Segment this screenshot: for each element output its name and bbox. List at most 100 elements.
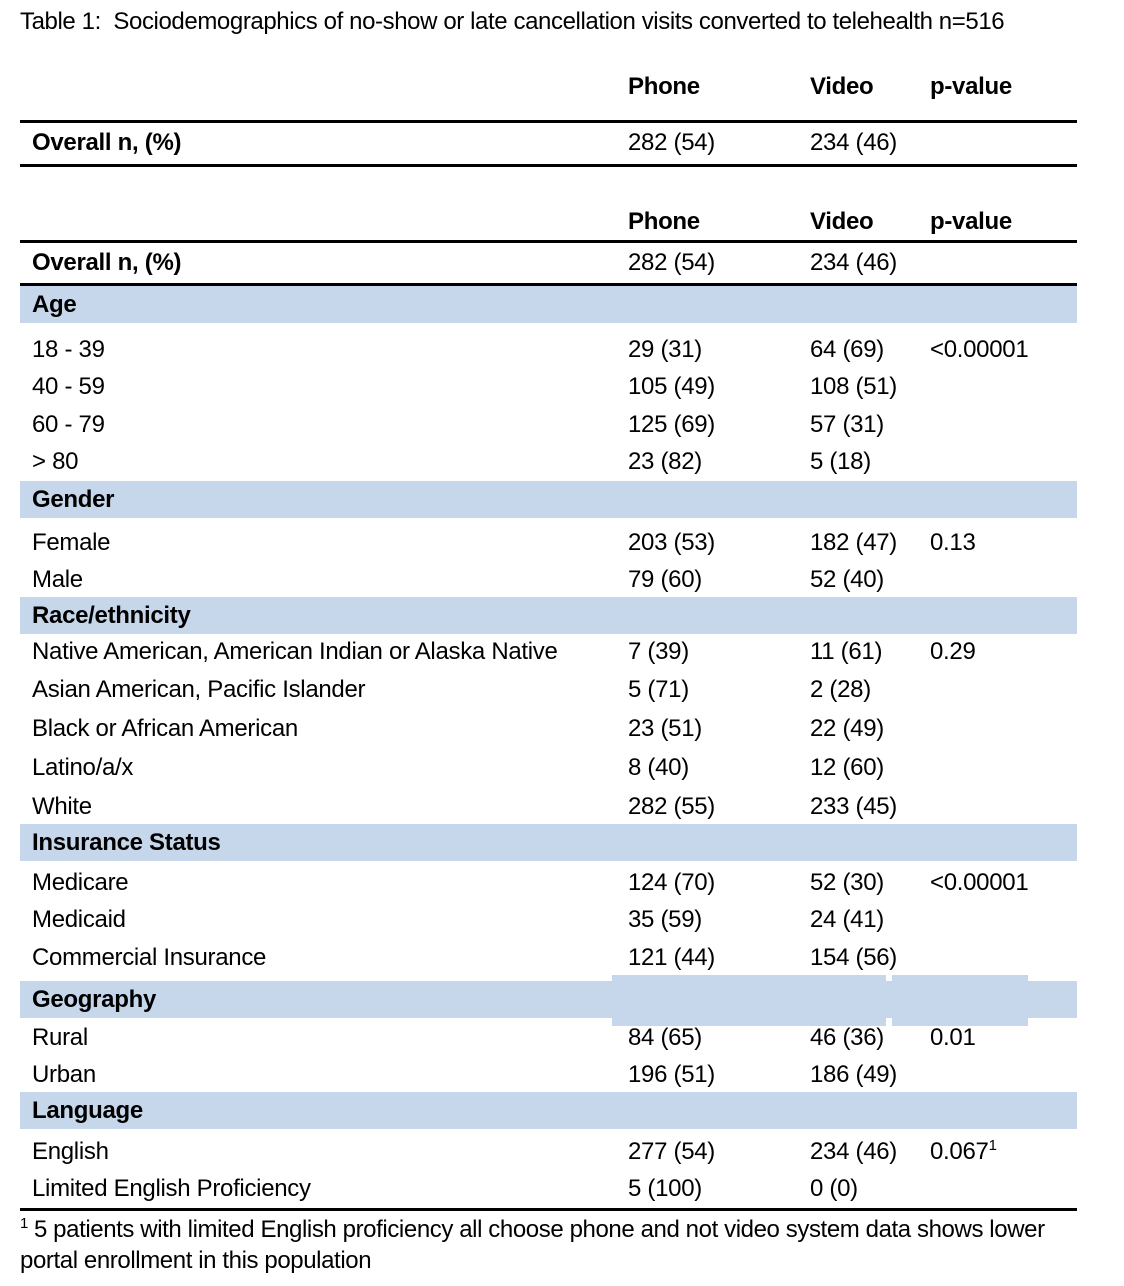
video-value: 2 (28) (810, 676, 871, 703)
col-header-pvalue: p-value (930, 208, 1012, 235)
phone-value: 203 (53) (628, 529, 715, 556)
row-label: 18 - 39 (32, 336, 105, 363)
row-label: Urban (32, 1061, 96, 1088)
video-value: 154 (56) (810, 944, 897, 971)
phone-value: 7 (39) (628, 638, 689, 665)
table-row: Female 203 (53) 182 (47) 0.13 (20, 524, 1077, 561)
row-label: 60 - 79 (32, 411, 105, 438)
phone-value: 105 (49) (628, 373, 715, 400)
section-band-age: Age (20, 286, 1077, 323)
table1-header-row: Phone Video p-value (20, 70, 1077, 104)
table-row: Medicaid 35 (59) 24 (41) (20, 901, 1077, 938)
video-value: 234 (46) (810, 1138, 897, 1165)
pvalue-value: 0.13 (930, 529, 976, 556)
section-header-label: Race/ethnicity (32, 602, 191, 629)
video-value: 11 (61) (810, 638, 883, 665)
video-value: 5 (18) (810, 448, 871, 475)
rule (20, 240, 1077, 243)
table-row: Rural 84 (65) 46 (36) 0.01 (20, 1019, 1077, 1056)
col-header-pvalue: p-value (930, 73, 1012, 100)
table-row: Latino/a/x 8 (40) 12 (60) (20, 749, 1077, 786)
page-title: Table 1: Sociodemographics of no-show or… (20, 8, 1005, 35)
table-row: 18 - 39 29 (31) 64 (69) <0.00001 (20, 331, 1077, 368)
table-row: > 80 23 (82) 5 (18) (20, 443, 1077, 480)
table-row: Commercial Insurance 121 (44) 154 (56) (20, 939, 1077, 976)
row-label: White (32, 793, 92, 820)
row-label: Asian American, Pacific Islander (32, 676, 366, 703)
row-label: Overall n, (%) (32, 249, 182, 276)
overall-row: Overall n, (%) 282 (54) 234 (46) (20, 243, 1077, 283)
phone-value: 282 (55) (628, 793, 715, 820)
rule (20, 120, 1077, 123)
col-header-phone: Phone (628, 73, 700, 100)
phone-value: 23 (82) (628, 448, 702, 475)
row-label: Commercial Insurance (32, 944, 267, 971)
footnote-marker: 1 (20, 1215, 28, 1232)
row-label: Medicare (32, 869, 129, 896)
table-row: White 282 (55) 233 (45) (20, 788, 1077, 825)
row-label: Native American, American Indian or Alas… (32, 638, 558, 665)
table-row: 40 - 59 105 (49) 108 (51) (20, 368, 1077, 405)
table-row: Limited English Proficiency 5 (100) 0 (0… (20, 1170, 1077, 1207)
footnote-line: portal enrollment in this population (20, 1245, 1116, 1276)
footnote: 1 5 patients with limited English profici… (20, 1214, 1116, 1276)
table-row: 60 - 79 125 (69) 57 (31) (20, 406, 1077, 443)
rule (20, 164, 1077, 167)
rule (20, 283, 1077, 286)
section-band-language: Language (20, 1092, 1077, 1129)
pvalue-number: 0.067 (930, 1138, 989, 1165)
rule (20, 1208, 1077, 1211)
pvalue-value: <0.00001 (930, 336, 1029, 363)
phone-value: 124 (70) (628, 869, 715, 896)
row-label: Black or African American (32, 715, 298, 742)
video-value: 22 (49) (810, 715, 884, 742)
table-row: Native American, American Indian or Alas… (20, 633, 1077, 670)
phone-value: 84 (65) (628, 1024, 702, 1051)
video-value: 52 (40) (810, 566, 884, 593)
phone-value: 29 (31) (628, 336, 702, 363)
phone-value: 23 (51) (628, 715, 702, 742)
section-band-insurance-status: Insurance Status (20, 824, 1077, 861)
pvalue-value: 0.01 (930, 1024, 976, 1051)
row-label: Medicaid (32, 906, 126, 933)
video-value: 108 (51) (810, 373, 897, 400)
row-label: Limited English Proficiency (32, 1175, 311, 1202)
video-value: 64 (69) (810, 336, 884, 363)
video-value: 24 (41) (810, 906, 884, 933)
pvalue-footnote-marker: 1 (988, 1137, 997, 1154)
phone-value: 8 (40) (628, 754, 689, 781)
video-value: 12 (60) (810, 754, 884, 781)
pvalue-value: 0.29 (930, 638, 976, 665)
video-value: 233 (45) (810, 793, 897, 820)
section-header-label: Language (32, 1097, 143, 1124)
table-row: Black or African American 23 (51) 22 (49… (20, 710, 1077, 747)
video-value: 0 (0) (810, 1175, 858, 1202)
geography-band-extension (612, 975, 886, 1026)
table-row: Medicare 124 (70) 52 (30) <0.00001 (20, 864, 1077, 901)
footnote-text: portal enrollment in this population (20, 1247, 372, 1274)
footnote-line: 1 5 patients with limited English profici… (20, 1214, 1116, 1245)
section-header-label: Age (32, 291, 77, 318)
phone-value: 79 (60) (628, 566, 702, 593)
phone-value: 5 (71) (628, 676, 689, 703)
table-row: Asian American, Pacific Islander 5 (71) … (20, 671, 1077, 708)
row-label: English (32, 1138, 109, 1165)
section-header-label: Gender (32, 486, 115, 513)
row-label: Rural (32, 1024, 88, 1051)
video-value: 46 (36) (810, 1024, 884, 1051)
row-label: Female (32, 529, 111, 556)
video-value: 186 (49) (810, 1061, 897, 1088)
table-row: Male 79 (60) 52 (40) (20, 561, 1077, 598)
geography-band-extension (892, 975, 1028, 1026)
section-band-geography: Geography (20, 975, 1077, 1026)
table-row: English 277 (54) 234 (46) 0.0671 (20, 1133, 1077, 1170)
row-label: 40 - 59 (32, 373, 105, 400)
pvalue-value: 0.0671 (930, 1133, 997, 1170)
section-band-gender: Gender (20, 481, 1077, 518)
col-header-video: Video (810, 208, 874, 235)
video-value: 182 (47) (810, 529, 897, 556)
phone-value: 5 (100) (628, 1175, 702, 1202)
video-value: 234 (46) (810, 249, 897, 276)
pvalue-value: <0.00001 (930, 869, 1029, 896)
